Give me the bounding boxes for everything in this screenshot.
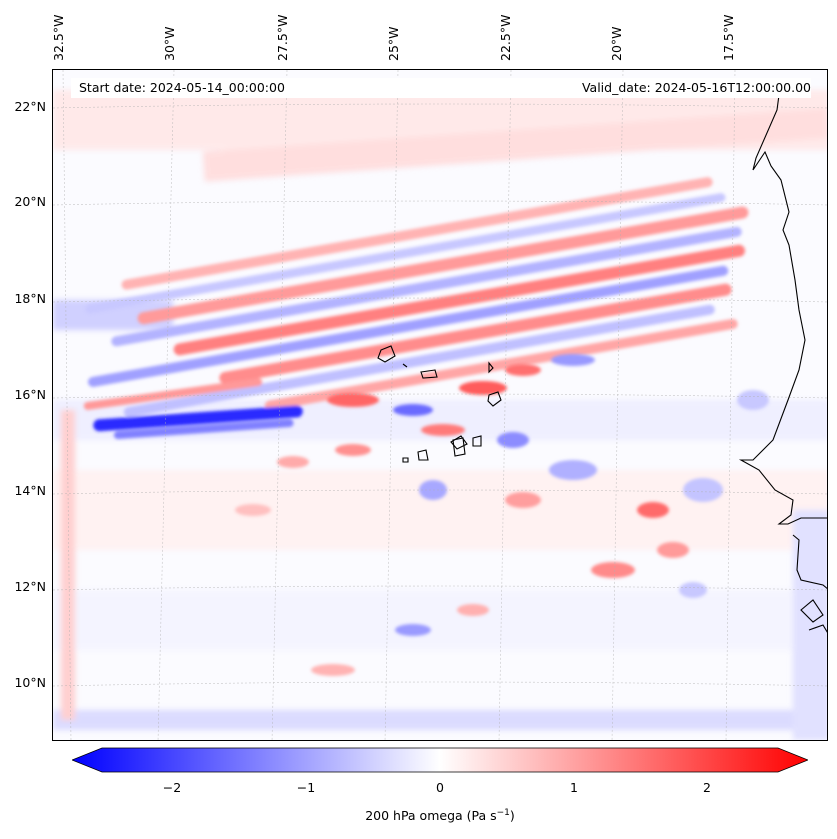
start-date: Start date: 2024-05-14_00:00:00: [79, 80, 285, 95]
omega-map: Start date: 2024-05-14_00:00:00 Valid_da…: [52, 69, 828, 741]
lat-label-20n: 20°N: [14, 194, 46, 209]
colorbar-tick-1: 1: [570, 780, 578, 795]
colorbar-tick-0: 0: [436, 780, 444, 795]
lon-label-32.5w: 32.5°W: [51, 14, 66, 61]
lat-label-10n: 10°N: [14, 675, 46, 690]
colorbar-tick-neg2: −2: [162, 780, 182, 795]
colorbar: [72, 747, 808, 773]
lat-label-14n: 14°N: [14, 483, 46, 498]
lat-label-12n: 12°N: [14, 579, 46, 594]
lon-label-17.5w: 17.5°W: [721, 14, 736, 61]
colorbar-label: 200 hPa omega (Pa s−1): [365, 808, 515, 824]
date-header: Start date: 2024-05-14_00:00:00 Valid_da…: [71, 78, 811, 98]
colorbar-tick-2: 2: [703, 780, 711, 795]
lon-label-22.5w: 22.5°W: [498, 14, 513, 61]
lon-label-30w: 30°W: [162, 26, 177, 61]
colorbar-tick-neg1: −1: [296, 780, 316, 795]
lon-label-20w: 20°W: [609, 26, 624, 61]
lon-label-25w: 25°W: [386, 26, 401, 61]
lat-label-22n: 22°N: [14, 99, 46, 114]
valid-date: Valid_date: 2024-05-16T12:00:00.00: [581, 80, 811, 95]
lat-label-16n: 16°N: [14, 387, 46, 402]
lat-label-18n: 18°N: [14, 291, 46, 306]
lon-label-27.5w: 27.5°W: [275, 14, 290, 61]
omega-field: [53, 70, 827, 740]
